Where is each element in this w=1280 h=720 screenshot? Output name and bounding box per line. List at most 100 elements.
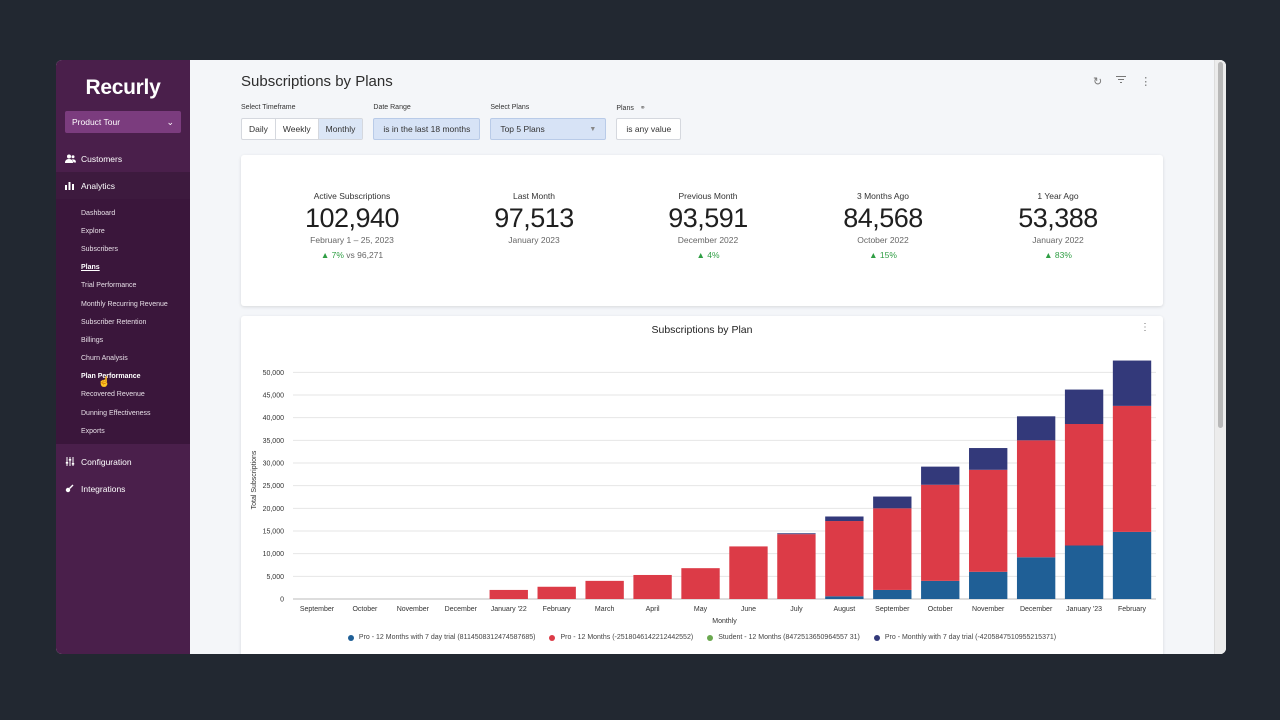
bar-segment (1112, 360, 1152, 406)
x-tick-label: February (543, 606, 572, 613)
nav-integrations-label: Integrations (81, 483, 126, 494)
bar-segment (873, 589, 912, 599)
plans-filter[interactable]: is any value (616, 118, 682, 140)
timeframe-label: Select Timeframe (241, 104, 296, 111)
sidebar-item-plan-performance-label: Plan Performance (81, 373, 141, 381)
y-tick-label: 30,000 (263, 461, 285, 468)
timeframe-monthly[interactable]: Monthly (318, 119, 363, 139)
scrollbar[interactable] (1214, 60, 1226, 654)
y-tick-label: 45,000 (263, 393, 285, 400)
sidebar-item-trial-performance[interactable]: Trial Performance (81, 282, 137, 290)
filter-bar: Select Timeframe Daily Weekly Monthly Da… (241, 104, 691, 140)
caret-down-icon: ▼ (589, 125, 597, 133)
x-axis-label: Monthly (712, 618, 737, 625)
x-tick-label: September (875, 606, 910, 613)
select-plans-dropdown[interactable]: Top 5 Plans ▼ (490, 118, 607, 140)
bar-segment (921, 580, 960, 599)
nav-configuration[interactable]: Configuration (56, 448, 190, 475)
kpi-date: January 2022 (1032, 235, 1084, 245)
x-tick-label: June (741, 606, 756, 613)
legend-item[interactable]: Student - 12 Months (8472513650964557 31… (707, 634, 860, 641)
kpi-change-value: 83% (1054, 250, 1072, 260)
select-plans-value: Top 5 Plans (500, 124, 545, 134)
kpi-value: 84,568 (843, 203, 923, 233)
chevron-down-icon: ⌄ (166, 116, 174, 127)
legend-item[interactable]: Pro - 12 Months (-2518046142212442552) (549, 634, 693, 641)
x-tick-label: April (646, 606, 660, 613)
kpi-change: ▲ 83% (1044, 250, 1072, 260)
kpi-label: Active Subscriptions (313, 191, 391, 201)
sidebar-item-exports[interactable]: Exports (81, 427, 105, 435)
filter-icon[interactable] (1116, 75, 1127, 88)
kpi-1-year-ago: 1 Year Ago 53,388 January 2022 ▲ 83% (978, 191, 1138, 260)
sliders-icon (64, 456, 76, 468)
link-icon: ⚭ (639, 105, 646, 112)
y-tick-label: 20,000 (263, 506, 285, 513)
legend-item[interactable]: Pro - Monthly with 7 day trial (-4205847… (873, 634, 1056, 641)
sidebar-item-plans[interactable]: Plans (81, 264, 100, 272)
chart-title: Subscriptions by Plan (651, 324, 753, 336)
y-tick-label: 25,000 (263, 483, 285, 490)
x-tick-label: October (352, 606, 378, 613)
nav-analytics-label: Analytics (81, 180, 116, 191)
kpi-card: Active Subscriptions 102,940 February 1 … (241, 155, 1163, 306)
legend-dot-icon (873, 634, 880, 641)
bar-segment (585, 580, 624, 599)
bar-chart-icon (64, 180, 76, 192)
x-tick-label: September (300, 606, 335, 613)
logo: Recurly (85, 76, 161, 99)
nav-integrations[interactable]: Integrations (56, 475, 190, 502)
scrollbar-thumb[interactable] (1218, 62, 1223, 428)
chart-card: Subscriptions by Plan ⋮ 0 5,000 10,000 15,0… (241, 316, 1163, 654)
sidebar-item-dashboard[interactable]: Dashboard (81, 209, 116, 217)
kpi-change-value: 7% (331, 250, 344, 260)
kpi-change: ▲ 4% (696, 250, 720, 260)
sidebar-item-subscriber-retention[interactable]: Subscriber Retention (81, 318, 147, 326)
timeframe-weekly[interactable]: Weekly (276, 119, 319, 139)
bar-segment (921, 484, 960, 581)
kpi-label: Previous Month (678, 191, 738, 201)
page-title: Subscriptions by Plans (241, 73, 393, 90)
bar-segment (633, 574, 672, 599)
sidebar-item-recovered-revenue[interactable]: Recovered Revenue (81, 391, 145, 399)
date-range-filter[interactable]: is in the last 18 months (373, 118, 481, 140)
account-switcher[interactable]: Product Tour ⌄ (65, 111, 181, 133)
legend-item[interactable]: Pro - 12 Months with 7 day trial (811450… (347, 634, 535, 641)
y-tick-label: 35,000 (263, 438, 285, 445)
nav-analytics[interactable]: Analytics (56, 172, 190, 199)
sidebar-item-billings[interactable]: Billings (81, 336, 104, 344)
analytics-subnav: Dashboard Explore Subscribers Plans Tria… (56, 199, 190, 445)
legend-label: Pro - 12 Months (-2518046142212442552) (560, 634, 694, 641)
kpi-date: December 2022 (677, 235, 739, 245)
refresh-icon[interactable]: ↻ (1093, 76, 1103, 88)
users-icon (64, 153, 76, 165)
chart-more-icon[interactable]: ⋮ (1140, 322, 1150, 333)
y-tick-label: 15,000 (263, 529, 285, 536)
x-tick-label: January '23 (1066, 606, 1102, 613)
kpi-date: February 1 – 25, 2023 (310, 235, 394, 245)
sidebar-item-subscribers[interactable]: Subscribers (81, 245, 118, 253)
kpi-active-subscriptions: Active Subscriptions 102,940 February 1 … (272, 191, 432, 260)
sidebar-item-plan-performance[interactable]: Plan Performance ☝ (56, 368, 190, 388)
kpi-change-value: 4% (707, 250, 720, 260)
bar-segment (873, 496, 912, 509)
kpi-previous-month: Previous Month 93,591 December 2022 ▲ 4% (628, 191, 788, 260)
nav-customers[interactable]: Customers (56, 145, 190, 172)
y-tick-label: 5,000 (266, 574, 284, 581)
timeframe-toggle: Daily Weekly Monthly (241, 118, 364, 140)
bar-segment (729, 546, 768, 599)
sidebar-item-mrr[interactable]: Monthly Recurring Revenue (81, 300, 168, 308)
bar-segment (489, 589, 528, 599)
more-options-icon[interactable]: ⋮ (1140, 76, 1152, 88)
sidebar-item-churn-analysis[interactable]: Churn Analysis (81, 355, 128, 363)
y-tick-label: 10,000 (263, 551, 285, 558)
pointer-cursor-icon: ☝ (98, 376, 111, 388)
bar-segment (921, 466, 960, 485)
kpi-change-value: 15% (879, 250, 897, 260)
timeframe-daily[interactable]: Daily (242, 119, 276, 139)
x-tick-label: February (1118, 606, 1147, 613)
bar-segment (1112, 531, 1152, 599)
sidebar-item-explore[interactable]: Explore (81, 227, 105, 235)
bar-segment (1016, 440, 1056, 558)
sidebar-item-dunning-effectiveness[interactable]: Dunning Effectiveness (81, 409, 151, 417)
